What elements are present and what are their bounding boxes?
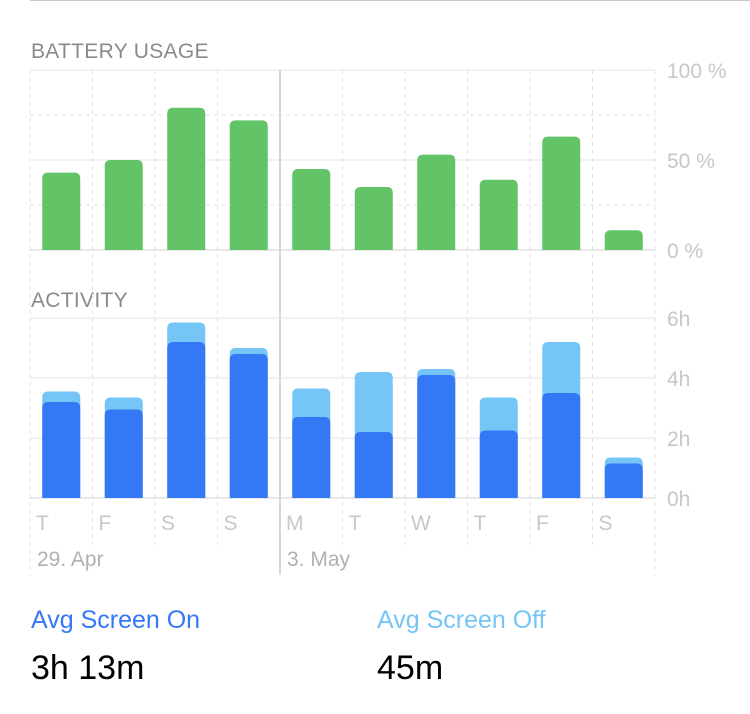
- battery-bar: [604, 230, 643, 250]
- day-label: T: [36, 512, 49, 535]
- activity-y-tick: 0h: [667, 488, 690, 511]
- screen-on-bar: [42, 402, 81, 498]
- avg-screen-off-value: 45m: [377, 649, 444, 687]
- day-label: T: [474, 512, 487, 535]
- battery-bar: [542, 136, 581, 250]
- screen-on-bar: [167, 342, 206, 498]
- battery-y-tick: 0 %: [667, 240, 703, 263]
- screen-on-bar: [542, 393, 581, 498]
- day-label: F: [99, 512, 112, 535]
- day-label: M: [286, 512, 304, 535]
- avg-screen-on-value: 3h 13m: [31, 649, 145, 687]
- screen-on-bar: [417, 375, 456, 498]
- battery-y-tick: 100 %: [667, 60, 727, 83]
- screen-on-bar: [229, 354, 268, 498]
- screen-on-bar: [604, 463, 643, 498]
- day-label: W: [411, 512, 431, 535]
- screen-on-bar: [292, 417, 331, 498]
- usage-charts: 100 % 50 % 0 % 6h 4h 2h 0h T F S S M T W T F S 29. Apr 3. …: [29, 60, 727, 575]
- activity-y-tick: 2h: [667, 428, 690, 451]
- battery-bar: [354, 187, 393, 250]
- battery-y-tick: 50 %: [667, 150, 715, 173]
- battery-bar: [229, 120, 268, 251]
- battery-bar: [479, 179, 518, 250]
- top-divider: [30, 0, 750, 1]
- day-label: S: [161, 512, 175, 535]
- screen-on-bar: [479, 430, 518, 498]
- date-label: 3. May: [287, 548, 351, 571]
- battery-bar: [42, 172, 81, 250]
- day-label: S: [224, 512, 238, 535]
- battery-bar: [104, 160, 143, 250]
- date-label: 29. Apr: [37, 548, 104, 571]
- screen-on-bar: [104, 409, 143, 498]
- screen-on-bar: [354, 432, 393, 498]
- battery-bar: [292, 169, 331, 250]
- battery-bar: [167, 107, 206, 250]
- avg-screen-off-label: Avg Screen Off: [377, 606, 546, 634]
- day-label: T: [349, 512, 362, 535]
- avg-screen-on-label: Avg Screen On: [31, 606, 201, 634]
- activity-y-tick: 6h: [667, 308, 690, 331]
- avg-screen-off: Avg Screen Off 45m: [377, 606, 546, 688]
- activity-title: ACTIVITY: [31, 289, 128, 312]
- battery-bar: [417, 154, 456, 250]
- day-label: F: [536, 512, 549, 535]
- battery-usage-title: BATTERY USAGE: [31, 40, 209, 63]
- avg-screen-on: Avg Screen On 3h 13m: [31, 606, 200, 688]
- day-label: S: [599, 512, 613, 535]
- activity-y-tick: 4h: [667, 368, 690, 391]
